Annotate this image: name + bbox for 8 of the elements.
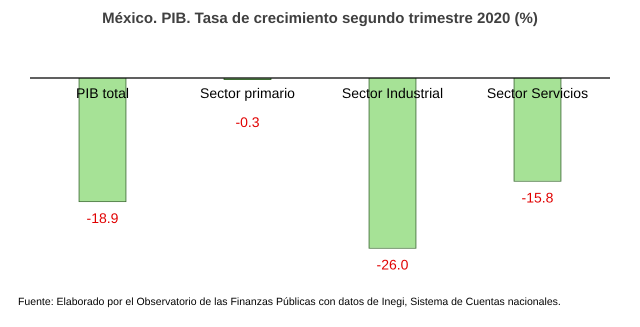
data-label: -0.3 xyxy=(235,114,260,130)
source-note: Fuente: Elaborado por el Observatorio de las Finanzas Públicas con datos de Inegi, Sistema de Cuentas nacionales. xyxy=(18,296,561,308)
chart-title: México. PIB. Tasa de crecimiento segundo trimestre 2020 (%) xyxy=(101,10,539,27)
x-tick-label: PIB total xyxy=(76,84,129,101)
x-tick-label: Sector primario xyxy=(200,84,296,101)
data-label: -18.9 xyxy=(86,210,119,226)
data-label: -15.8 xyxy=(522,190,554,206)
data-label: -26.0 xyxy=(376,256,409,273)
